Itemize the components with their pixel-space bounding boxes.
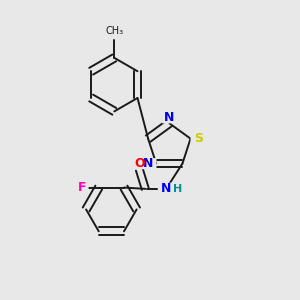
FancyBboxPatch shape bbox=[162, 112, 177, 123]
FancyBboxPatch shape bbox=[76, 183, 88, 192]
Text: H: H bbox=[173, 184, 182, 194]
Text: N: N bbox=[164, 111, 175, 124]
Text: N: N bbox=[161, 182, 171, 195]
Text: S: S bbox=[194, 132, 203, 145]
Text: CH₃: CH₃ bbox=[105, 26, 123, 37]
Text: F: F bbox=[78, 181, 87, 194]
FancyBboxPatch shape bbox=[158, 183, 174, 195]
Text: O: O bbox=[134, 157, 145, 170]
FancyBboxPatch shape bbox=[133, 159, 146, 169]
FancyBboxPatch shape bbox=[190, 133, 206, 144]
Text: N: N bbox=[143, 157, 154, 170]
FancyBboxPatch shape bbox=[142, 158, 157, 169]
